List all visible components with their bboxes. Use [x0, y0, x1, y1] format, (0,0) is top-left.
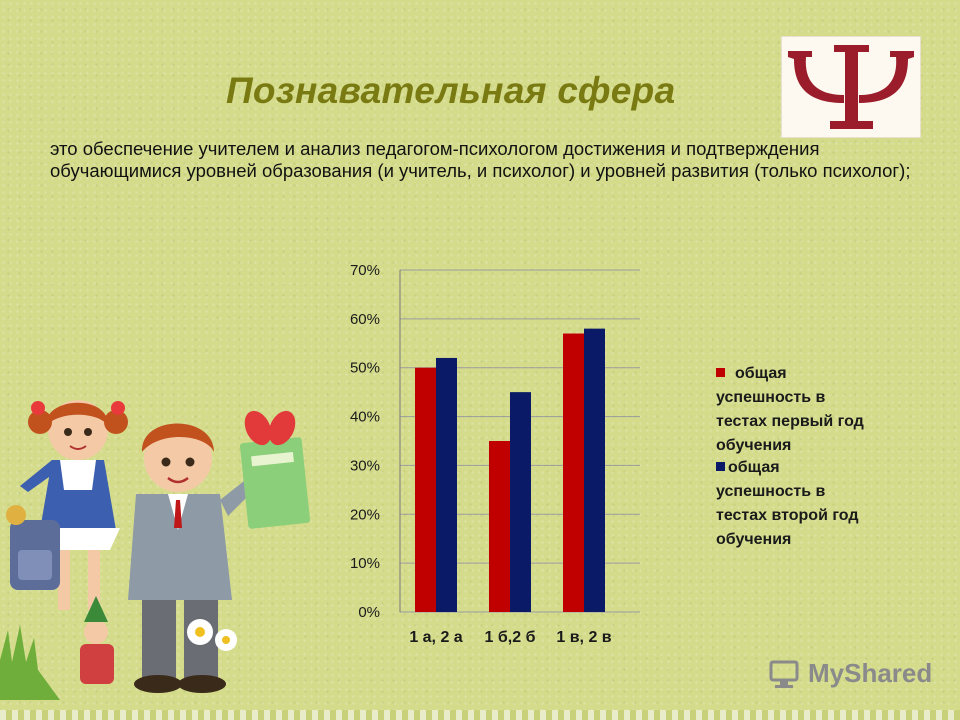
y-tick-label: 60%	[350, 311, 380, 328]
boy-figure	[128, 423, 264, 693]
clown-toy	[80, 596, 114, 684]
bar-year1-2	[489, 441, 510, 612]
school-bag	[6, 505, 60, 590]
legend-label-line: обучения	[716, 437, 791, 454]
logo-text: MyShared	[808, 658, 933, 688]
legend-label-line: общая	[735, 365, 787, 382]
bar-year2-1	[436, 357, 457, 612]
psi-symbol-icon	[788, 45, 914, 129]
y-tick-label: 50%	[350, 360, 380, 377]
bar-year2-3	[584, 328, 605, 612]
monitor-icon	[769, 660, 799, 688]
y-tick-label: 20%	[350, 506, 380, 523]
legend-label-line: успешность в	[716, 483, 826, 500]
y-tick-label: 70%	[350, 262, 380, 279]
legend-label-line: общая	[728, 459, 780, 476]
x-tick-label: 1 б,2 б	[485, 629, 536, 646]
notebook	[239, 437, 311, 529]
x-tick-label: 1 а, 2 а	[409, 629, 462, 646]
children-illustration	[0, 400, 311, 700]
y-tick-label: 10%	[350, 555, 380, 572]
y-tick-label: 0%	[358, 604, 380, 621]
bar-year1-1	[415, 367, 436, 612]
legend-swatch-2	[716, 462, 725, 471]
flowers	[187, 619, 237, 651]
butterfly	[244, 410, 296, 446]
description-text: это обеспечение учителем и анализ педаго…	[50, 138, 911, 181]
legend-label-line: обучения	[716, 531, 791, 548]
bar-year2-2	[510, 392, 531, 612]
y-tick-label: 40%	[350, 409, 380, 426]
girl-figure	[20, 400, 128, 610]
bar-year1-3	[563, 333, 584, 612]
legend-swatch-1	[716, 368, 725, 377]
myshared-logo: MyShared	[768, 656, 932, 692]
y-tick-label: 30%	[350, 457, 380, 474]
psi-logo	[781, 36, 921, 138]
legend-label-line: тестах второй год	[716, 507, 859, 524]
slide-title: Познавательная сфера	[226, 70, 676, 111]
x-tick-label: 1 в, 2 в	[556, 629, 611, 646]
legend-label-line: успешность в	[716, 389, 826, 406]
legend-label-line: тестах первый год	[716, 413, 864, 430]
bottom-decor-strip	[0, 710, 960, 720]
